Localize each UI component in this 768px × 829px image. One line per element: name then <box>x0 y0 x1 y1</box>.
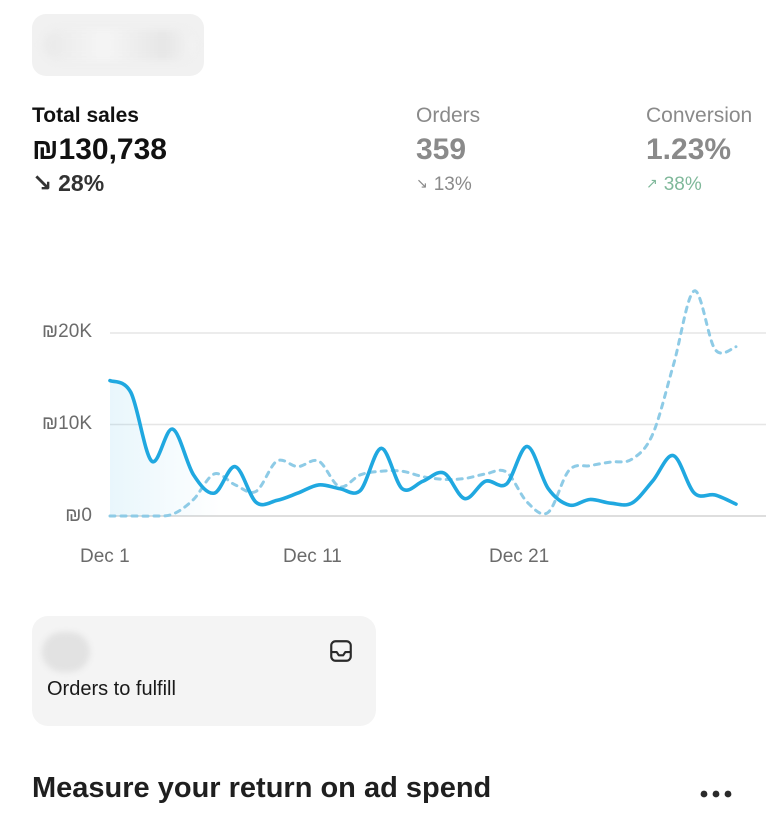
metric-orders[interactable]: Orders 359 ↘ 13% <box>416 102 480 200</box>
series-line-current <box>108 378 738 508</box>
metric-value: 359 <box>416 133 467 166</box>
metric-delta-value: 38% <box>663 174 702 195</box>
metric-label: Conversion <box>646 104 753 127</box>
store-selector[interactable] <box>32 14 204 76</box>
metric-delta: ↘ 28% <box>32 168 167 199</box>
metric-delta-value: 13% <box>433 174 472 195</box>
x-tick-label: Dec 11 <box>283 546 342 567</box>
metric-conversion[interactable]: Conversion 1.23% ↗ 38% <box>646 102 752 200</box>
y-tick-label: ₪10K <box>42 413 92 434</box>
arrow-down-right-icon: ↘ <box>416 175 428 191</box>
sales-chart[interactable]: ₪20K ₪10K ₪0 Dec 1 Dec 11 Dec 21 <box>0 270 768 580</box>
metric-total-sales[interactable]: Total sales ₪130,738 ↘ 28% <box>32 102 167 199</box>
more-horizontal-icon[interactable] <box>696 780 740 808</box>
x-tick-label: Dec 1 <box>80 546 130 567</box>
fulfill-title: Orders to fulfill <box>47 678 176 700</box>
section-title: Measure your return on ad spend <box>32 772 492 804</box>
metric-delta: ↗ 38% <box>646 168 752 200</box>
metric-label: Total sales <box>32 104 139 127</box>
metric-label: Orders <box>416 104 481 127</box>
metric-delta: ↘ 13% <box>416 168 480 200</box>
arrow-up-right-icon: ↗ <box>646 175 658 191</box>
metric-value: ₪130,738 <box>32 133 167 166</box>
metric-delta-value: 28% <box>58 170 105 196</box>
arrow-down-right-icon: ↘ <box>32 170 53 197</box>
orders-to-fulfill-card[interactable]: Orders to fulfill <box>32 616 376 726</box>
x-tick-label: Dec 21 <box>489 546 550 567</box>
y-tick-label: ₪0 <box>65 505 92 526</box>
series-area <box>110 380 736 516</box>
metric-value: 1.23% <box>646 133 732 166</box>
avatar-blurred <box>42 632 90 672</box>
inbox-icon <box>330 640 352 662</box>
sales-chart-plot <box>108 289 766 518</box>
y-tick-label: ₪20K <box>42 321 92 342</box>
series-line-comparison <box>108 289 738 518</box>
store-name-blurred <box>44 30 194 60</box>
